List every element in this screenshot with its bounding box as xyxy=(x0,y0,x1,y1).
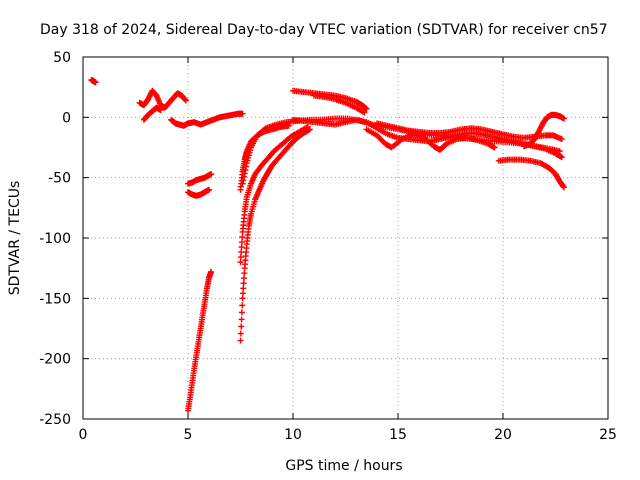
data-point xyxy=(237,330,244,337)
series-arc-a xyxy=(88,76,99,86)
series-arc-e xyxy=(185,171,215,187)
data-point xyxy=(239,302,246,309)
series-arc-d xyxy=(168,110,246,129)
data-point xyxy=(208,171,215,178)
series-arc-h xyxy=(237,126,313,344)
data-point xyxy=(558,154,565,161)
data-point xyxy=(238,316,245,323)
data-point xyxy=(241,270,248,277)
data-point xyxy=(157,107,164,114)
x-tick-label: 0 xyxy=(79,427,88,443)
data-point xyxy=(237,254,244,261)
x-tick-label: 25 xyxy=(599,427,617,443)
x-tick-label: 15 xyxy=(389,427,407,443)
data-point xyxy=(361,109,368,116)
y-axis-label: SDTVAR / TECUs xyxy=(7,181,23,296)
data-point xyxy=(363,105,370,112)
x-axis-label: GPS time / hours xyxy=(285,458,402,474)
y-tick-label: -200 xyxy=(39,352,71,368)
x-tick-label: 20 xyxy=(494,427,512,443)
data-point xyxy=(558,136,565,143)
data-point xyxy=(238,323,245,330)
series-arc-p xyxy=(374,120,565,143)
data-point xyxy=(491,144,498,151)
series-arc-c xyxy=(140,104,164,123)
x-tick-label: 10 xyxy=(284,427,302,443)
series-arc-f xyxy=(185,186,212,199)
series-arc-q xyxy=(495,156,567,191)
data-point xyxy=(238,244,245,251)
data-point xyxy=(241,275,247,282)
series-arc-r xyxy=(521,111,567,150)
chart-title: Day 318 of 2024, Sidereal Day-to-day VTE… xyxy=(40,22,608,38)
data-point xyxy=(92,79,99,86)
data-point xyxy=(237,259,244,266)
series-arc-i xyxy=(237,123,311,266)
series-arc-b xyxy=(136,87,189,111)
data-point xyxy=(240,285,247,292)
y-tick-label: 50 xyxy=(53,50,71,66)
data-point xyxy=(239,295,246,302)
data-point xyxy=(239,290,246,297)
data-point xyxy=(237,337,244,344)
data-point xyxy=(208,268,215,275)
x-tick-label: 5 xyxy=(184,427,193,443)
data-point xyxy=(240,280,247,287)
data-point xyxy=(238,239,245,246)
series-arc-o xyxy=(363,126,498,153)
y-tick-label: -250 xyxy=(39,412,71,428)
data-points xyxy=(88,76,567,414)
data-point xyxy=(239,110,246,117)
data-point xyxy=(182,97,189,104)
y-tick-label: -50 xyxy=(48,171,71,187)
data-point xyxy=(304,123,311,130)
data-point xyxy=(560,184,567,191)
plot-frame xyxy=(82,56,609,420)
series-arc-m xyxy=(311,92,368,116)
y-tick-label: 0 xyxy=(62,110,71,126)
data-point xyxy=(239,233,246,240)
data-point xyxy=(238,309,245,316)
data-point xyxy=(560,115,567,122)
series-arc-g xyxy=(185,268,215,414)
data-point xyxy=(238,249,245,256)
y-tick-label: -100 xyxy=(39,231,71,247)
y-tick-label: -150 xyxy=(39,291,71,307)
data-point xyxy=(242,167,249,174)
data-point xyxy=(206,186,212,193)
